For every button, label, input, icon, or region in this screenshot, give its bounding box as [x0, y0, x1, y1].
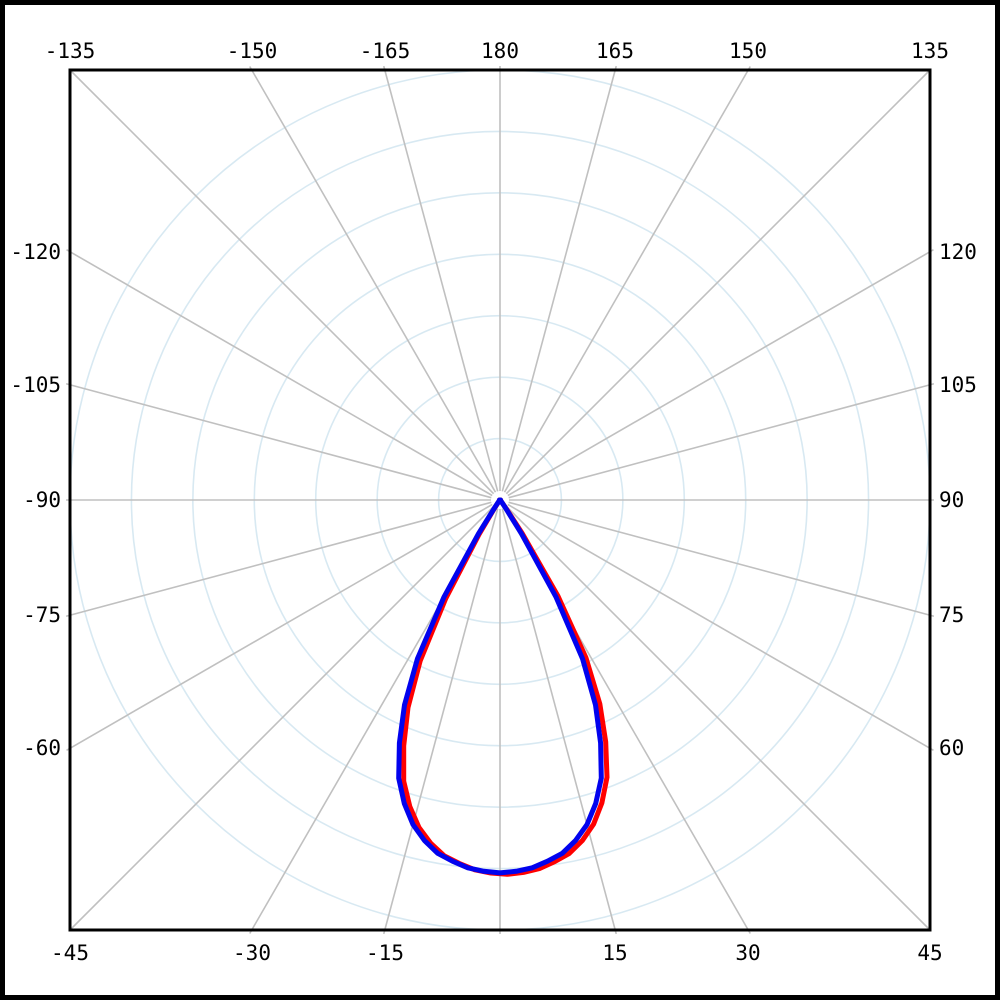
- angle-label-right: 90: [939, 488, 964, 512]
- angle-label-top: 165: [596, 39, 634, 63]
- plot-border: [68, 68, 932, 932]
- blue-curve: [396, 497, 604, 876]
- angle-label-top: 180: [481, 39, 519, 63]
- angle-label-left: -60: [23, 736, 61, 760]
- polar-grid-ray: [505, 69, 931, 495]
- angle-label-left: -105: [10, 373, 61, 397]
- angle-label-top: -165: [360, 39, 411, 63]
- polar-grid-ray: [69, 505, 495, 931]
- angle-label-top: -135: [45, 39, 96, 63]
- polar-grid-ray: [507, 503, 934, 751]
- polar-grid-ray: [382, 65, 499, 492]
- angle-label-top: 135: [911, 39, 949, 63]
- polar-grid-ray: [503, 66, 751, 493]
- polar-grid-ray: [501, 508, 618, 935]
- angle-label-right: 60: [939, 736, 964, 760]
- angle-label-bottom: -45: [51, 941, 89, 965]
- angle-label-right: 120: [939, 240, 977, 264]
- angle-label-right: 75: [939, 603, 964, 627]
- angle-label-bottom: -15: [366, 941, 404, 965]
- polar-grid-ray: [66, 249, 493, 497]
- polar-grid-ray: [65, 382, 492, 499]
- polar-grid-ray: [66, 503, 493, 751]
- polar-grid-ray: [508, 382, 935, 499]
- angle-label-bottom: 45: [917, 941, 942, 965]
- angle-label-top: 150: [729, 39, 767, 63]
- polar-plot: -135 -150 -165 180 165 150 135 -45 -30 -15 15 30 45 -…: [10, 39, 977, 965]
- polar-grid-ray: [507, 249, 934, 497]
- polar-grid-ray: [501, 65, 618, 492]
- polar-grid-ray: [69, 69, 495, 495]
- polar-grid-ray: [505, 505, 931, 931]
- angle-label-left: -90: [23, 488, 61, 512]
- polar-grid-ray: [382, 508, 499, 935]
- polar-grid-ray: [249, 66, 497, 493]
- angle-label-left: -75: [23, 603, 61, 627]
- angle-label-bottom: -30: [233, 941, 271, 965]
- angle-label-top: -150: [227, 39, 278, 63]
- angle-label-bottom: 30: [735, 941, 760, 965]
- angle-label-left: -120: [10, 240, 61, 264]
- polar-grid-ray: [508, 501, 935, 618]
- angle-label-right: 105: [939, 373, 977, 397]
- polar-grid-ray: [65, 501, 492, 618]
- angle-label-bottom: 15: [602, 941, 627, 965]
